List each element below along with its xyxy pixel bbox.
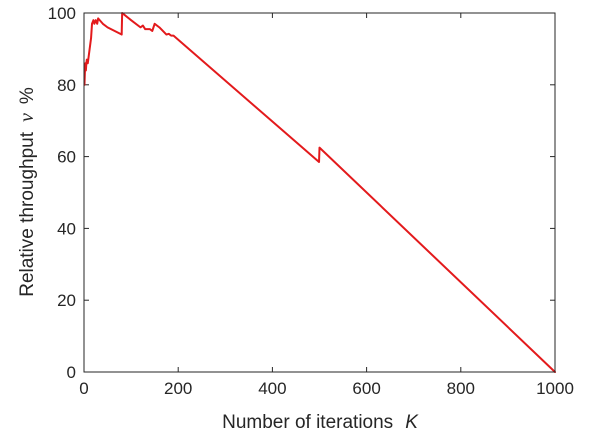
x-tick-label: 0 [79, 379, 88, 398]
y-tick-label: 40 [57, 219, 76, 238]
x-axis-label: Number of iterations K [222, 412, 419, 433]
x-axis-label-text: Number of iterations [222, 412, 393, 433]
y-axis-label-text: Relative throughput [17, 131, 38, 296]
y-tick-label: 80 [57, 76, 76, 95]
y-tick-label: 0 [67, 363, 76, 382]
y-tick-label: 20 [57, 291, 76, 310]
x-tick-label: 600 [352, 379, 380, 398]
y-tick-label: 60 [57, 148, 76, 167]
x-tick-label: 400 [258, 379, 286, 398]
y-axis-label-unit: % [17, 87, 38, 104]
x-tick-label: 800 [447, 379, 475, 398]
x-axis-label-symbol: K [405, 412, 419, 433]
y-axis-label: Relative throughput ν % [16, 87, 38, 297]
plot-background [84, 13, 555, 372]
x-tick-label: 1000 [536, 379, 574, 398]
x-tick-label: 200 [164, 379, 192, 398]
y-axis-label-symbol: ν [16, 113, 38, 122]
y-tick-label: 100 [48, 4, 76, 23]
